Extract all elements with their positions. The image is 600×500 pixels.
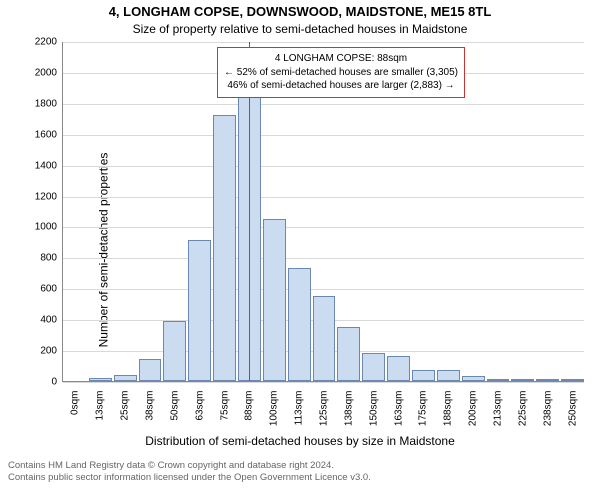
x-axis-label: Distribution of semi-detached houses by … <box>0 434 600 448</box>
histogram-bar <box>163 321 186 381</box>
y-tick-label: 1200 <box>35 191 63 202</box>
histogram-bar <box>188 240 211 381</box>
x-tick-label: 0sqm <box>70 387 81 415</box>
histogram-bar <box>487 379 510 381</box>
x-tick-label: 125sqm <box>319 387 330 427</box>
x-tick-label: 113sqm <box>294 387 305 426</box>
x-tick-label: 250sqm <box>567 387 578 427</box>
histogram-bar <box>263 219 286 381</box>
x-tick-label: 138sqm <box>343 387 354 427</box>
x-tick-label: 38sqm <box>145 387 156 421</box>
x-tick-label: 150sqm <box>368 387 379 427</box>
x-tick-label: 100sqm <box>269 387 280 427</box>
annotation-line-3: 46% of semi-detached houses are larger (… <box>224 79 458 93</box>
annotation-line-2: ← 52% of semi-detached houses are smalle… <box>224 66 458 80</box>
y-tick-label: 1800 <box>35 98 63 109</box>
histogram-bar <box>511 379 534 381</box>
y-gridline <box>63 382 584 383</box>
x-tick-label: 63sqm <box>194 387 205 421</box>
y-gridline <box>63 289 584 290</box>
x-tick-label: 13sqm <box>95 387 106 421</box>
x-tick-label: 238sqm <box>542 387 553 427</box>
x-tick-label: 200sqm <box>468 387 479 427</box>
histogram-bar <box>213 115 236 381</box>
histogram-bar <box>114 375 137 381</box>
footer-line-1: Contains HM Land Registry data © Crown c… <box>8 460 371 472</box>
chart-title-line1: 4, LONGHAM COPSE, DOWNSWOOD, MAIDSTONE, … <box>0 4 600 19</box>
y-gridline <box>63 104 584 105</box>
footer-line-2: Contains public sector information licen… <box>8 472 371 484</box>
histogram-bar <box>462 376 485 381</box>
y-tick-label: 2200 <box>35 37 63 48</box>
y-gridline <box>63 227 584 228</box>
chart-title-line2: Size of property relative to semi-detach… <box>0 22 600 36</box>
plot-area: 0200400600800100012001400160018002000220… <box>62 42 584 382</box>
histogram-bar <box>437 370 460 381</box>
histogram-bar <box>89 378 112 381</box>
y-tick-label: 2000 <box>35 67 63 78</box>
histogram-bar <box>362 353 385 381</box>
x-tick-label: 175sqm <box>418 387 429 427</box>
y-tick-label: 1000 <box>35 222 63 233</box>
y-tick-label: 400 <box>40 315 63 326</box>
y-tick-label: 0 <box>51 377 63 388</box>
x-tick-label: 50sqm <box>169 387 180 421</box>
y-gridline <box>63 166 584 167</box>
y-tick-label: 800 <box>40 253 63 264</box>
x-tick-label: 75sqm <box>219 387 230 421</box>
histogram-bar <box>313 296 336 381</box>
histogram-bar <box>139 359 162 381</box>
x-tick-label: 25sqm <box>120 387 131 421</box>
annotation-line-1: 4 LONGHAM COPSE: 88sqm <box>224 52 458 66</box>
x-tick-label: 88sqm <box>244 387 255 421</box>
annotation-box: 4 LONGHAM COPSE: 88sqm← 52% of semi-deta… <box>217 47 465 98</box>
histogram-chart: 4, LONGHAM COPSE, DOWNSWOOD, MAIDSTONE, … <box>0 0 600 500</box>
histogram-bar <box>337 327 360 381</box>
histogram-bar <box>536 379 559 381</box>
histogram-bar <box>412 370 435 381</box>
attribution-footer: Contains HM Land Registry data © Crown c… <box>8 460 371 484</box>
x-tick-label: 225sqm <box>517 387 528 427</box>
y-gridline <box>63 197 584 198</box>
histogram-bar <box>387 356 410 381</box>
y-tick-label: 1400 <box>35 160 63 171</box>
y-gridline <box>63 135 584 136</box>
histogram-bar <box>288 268 311 381</box>
y-tick-label: 1600 <box>35 129 63 140</box>
y-tick-label: 600 <box>40 284 63 295</box>
y-tick-label: 200 <box>40 346 63 357</box>
y-gridline <box>63 42 584 43</box>
x-tick-label: 163sqm <box>393 387 404 427</box>
x-tick-label: 213sqm <box>493 387 504 427</box>
y-gridline <box>63 258 584 259</box>
histogram-bar <box>561 379 584 381</box>
x-tick-label: 188sqm <box>443 387 454 427</box>
